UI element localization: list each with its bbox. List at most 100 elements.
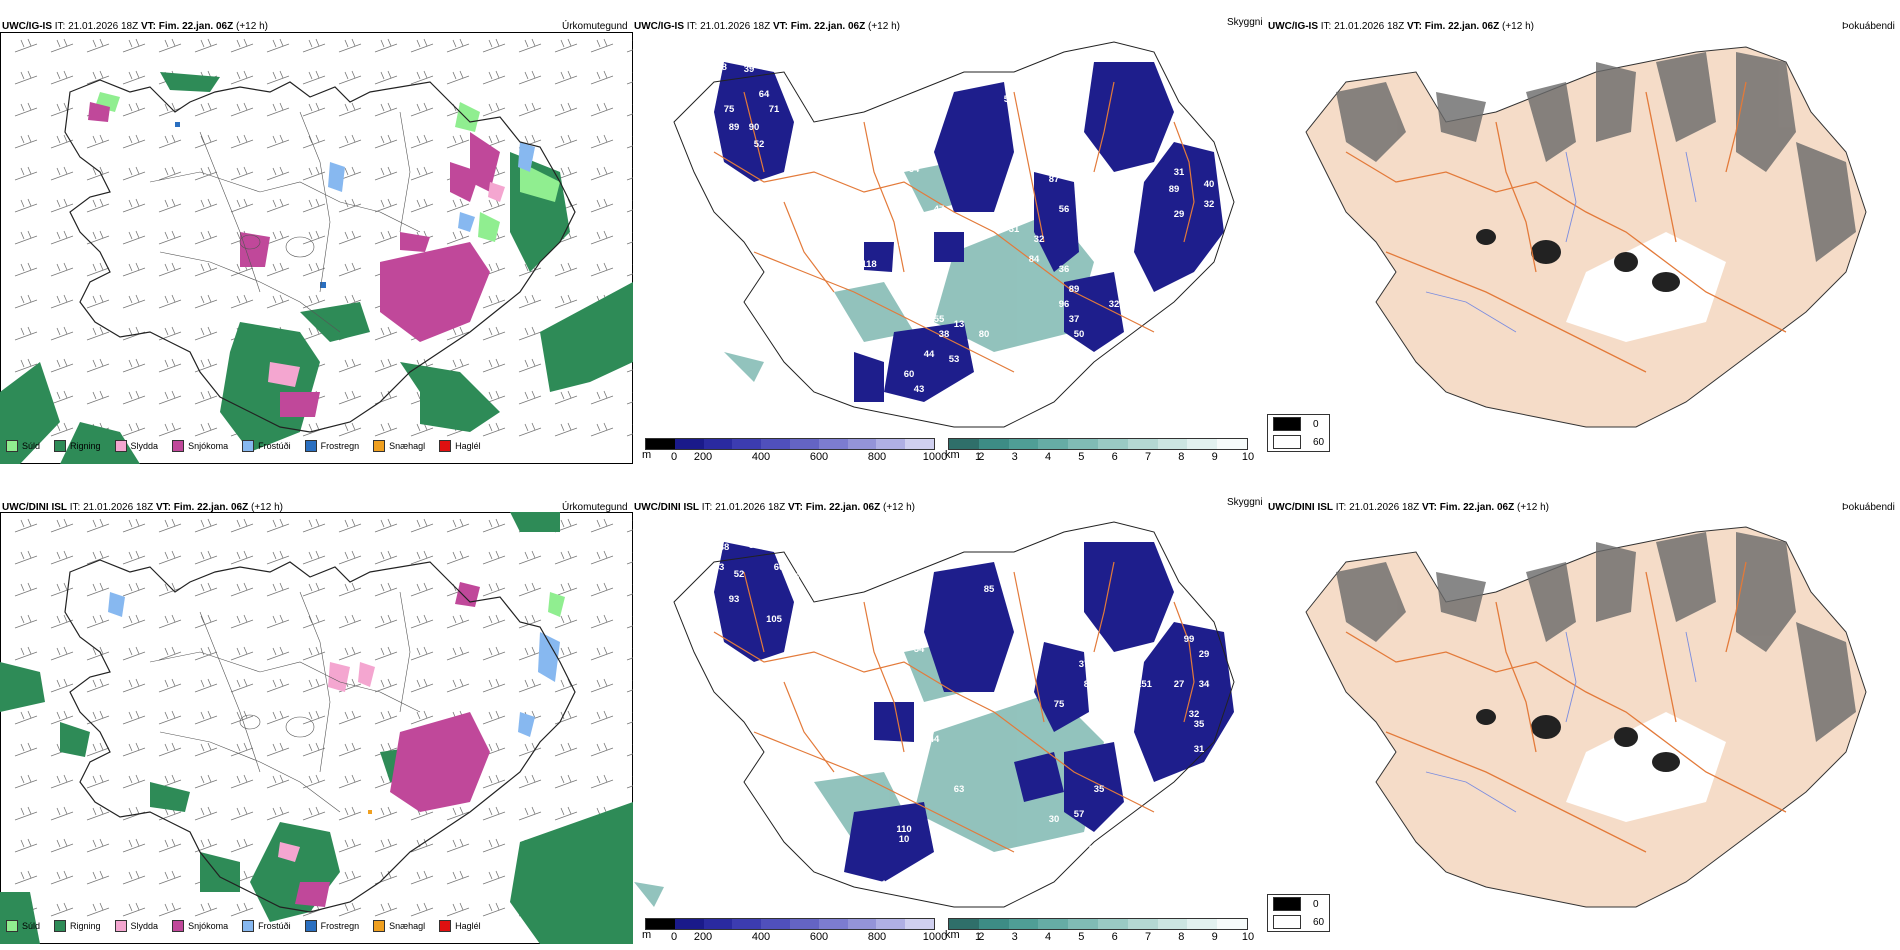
visibility-value-label: 89 bbox=[729, 122, 740, 133]
wind-barb bbox=[122, 870, 146, 885]
scale-tick-label: 9 bbox=[1211, 451, 1218, 463]
wind-barb bbox=[410, 70, 434, 85]
legend-label: Slydda bbox=[130, 921, 159, 931]
wind-barb bbox=[410, 102, 434, 117]
wind-barb bbox=[86, 358, 110, 373]
scale-tick-label: 8 bbox=[1178, 931, 1185, 943]
legend-label: Snæhagl bbox=[389, 921, 426, 931]
wind-barb bbox=[374, 134, 398, 149]
wind-barb bbox=[14, 358, 38, 373]
scale-segment bbox=[1217, 919, 1247, 929]
wind-barb bbox=[158, 742, 182, 757]
wind-barb bbox=[338, 390, 362, 405]
fog-legend-row: 60 bbox=[1268, 433, 1329, 451]
visibility-value-label: 84 bbox=[1029, 254, 1040, 265]
wind-barb bbox=[158, 262, 182, 277]
wind-barb bbox=[230, 710, 254, 725]
visibility-value-label: 83 bbox=[919, 264, 930, 275]
precip-legend: Súld Rigning Slydda Snjókoma Frostúði Frostre… bbox=[6, 440, 495, 452]
scale-tick-label: 4 bbox=[1044, 931, 1052, 943]
wind-barb bbox=[338, 230, 362, 245]
wind-barb bbox=[338, 774, 362, 789]
wind-barb bbox=[14, 550, 38, 565]
visibility-value-label: 43 bbox=[714, 562, 725, 573]
legend-label: Súld bbox=[22, 921, 41, 931]
legend-swatch bbox=[439, 440, 452, 452]
wind-barb bbox=[338, 518, 362, 533]
visibility-value-label: 105 bbox=[766, 614, 783, 625]
wind-barb bbox=[338, 262, 362, 277]
wind-barb bbox=[302, 134, 326, 149]
scale-segment bbox=[1008, 439, 1039, 449]
wind-barb bbox=[590, 710, 614, 725]
wind-barb bbox=[590, 198, 614, 213]
visibility-value-label: 34 bbox=[1199, 679, 1210, 690]
wind-barb bbox=[50, 326, 74, 341]
wind-barb bbox=[338, 550, 362, 565]
wind-barb bbox=[266, 102, 290, 117]
wind-barb bbox=[590, 70, 614, 85]
visibility-value-label: 50 bbox=[1074, 329, 1085, 340]
visibility-value-label: 71 bbox=[1084, 174, 1095, 185]
wind-barb bbox=[482, 518, 506, 533]
wind-barb bbox=[446, 838, 470, 853]
init-time: 21.01.2026 18Z bbox=[700, 21, 771, 32]
wind-barb bbox=[374, 422, 398, 437]
visibility-value-label: 52 bbox=[1004, 94, 1015, 105]
wind-barb bbox=[158, 678, 182, 693]
wind-barb bbox=[410, 198, 434, 213]
visibility-value-label: 27 bbox=[1089, 844, 1100, 855]
wind-barb bbox=[338, 710, 362, 725]
visibility-value-label: 48 bbox=[904, 902, 915, 913]
wind-barb bbox=[590, 262, 614, 277]
visibility-value-label: 32 bbox=[1109, 299, 1120, 310]
visibility-value-label: 27 bbox=[1174, 679, 1185, 690]
fog-swatch bbox=[1273, 417, 1301, 431]
fog-label: 60 bbox=[1313, 436, 1325, 448]
wind-barb bbox=[410, 710, 434, 725]
wind-barb bbox=[194, 262, 218, 277]
visibility-value-label: 78 bbox=[1014, 529, 1025, 540]
wind-barb bbox=[158, 134, 182, 149]
wind-barb bbox=[194, 422, 218, 437]
wind-barb bbox=[554, 550, 578, 565]
wind-barb bbox=[590, 102, 614, 117]
wind-barb bbox=[14, 582, 38, 597]
scale-segment bbox=[1038, 439, 1069, 449]
wind-barb bbox=[194, 678, 218, 693]
wind-barb bbox=[374, 902, 398, 917]
wind-barb bbox=[158, 390, 182, 405]
wind-barb bbox=[86, 294, 110, 309]
wind-barb bbox=[122, 742, 146, 757]
wind-barb bbox=[230, 614, 254, 629]
wind-barb bbox=[86, 582, 110, 597]
wind-barb bbox=[446, 646, 470, 661]
wind-barb bbox=[338, 358, 362, 373]
scale-segment bbox=[978, 919, 1009, 929]
wind-barb bbox=[86, 262, 110, 277]
wind-barb bbox=[86, 166, 110, 181]
wind-barb bbox=[14, 646, 38, 661]
wind-barb bbox=[86, 38, 110, 53]
wind-barb bbox=[374, 102, 398, 117]
wind-barb bbox=[158, 838, 182, 853]
wind-barb bbox=[482, 806, 506, 821]
scale-segment bbox=[978, 439, 1009, 449]
wind-barb bbox=[158, 518, 182, 533]
visibility-value-label: 61 bbox=[844, 134, 855, 145]
wind-barb bbox=[194, 614, 218, 629]
scale-segment bbox=[1187, 439, 1218, 449]
legend-item: Rigning bbox=[54, 920, 101, 932]
wind-barb bbox=[266, 678, 290, 693]
bottom-vis-header: UWC/DINI ISL IT: 21.01.2026 18Z VT: Fim.… bbox=[634, 502, 915, 513]
wind-barb bbox=[86, 838, 110, 853]
wind-barb bbox=[374, 198, 398, 213]
scale-tick-label: 5 bbox=[1078, 451, 1085, 463]
scale-segment bbox=[1008, 919, 1039, 929]
wind-barb bbox=[518, 742, 542, 757]
wind-barb bbox=[14, 294, 38, 309]
fog-legend: 0 60 bbox=[1267, 414, 1331, 452]
terrain-unit: m bbox=[642, 929, 652, 941]
visibility-value-label: 31 bbox=[1009, 224, 1020, 235]
visibility-value-label: 93 bbox=[729, 594, 740, 605]
